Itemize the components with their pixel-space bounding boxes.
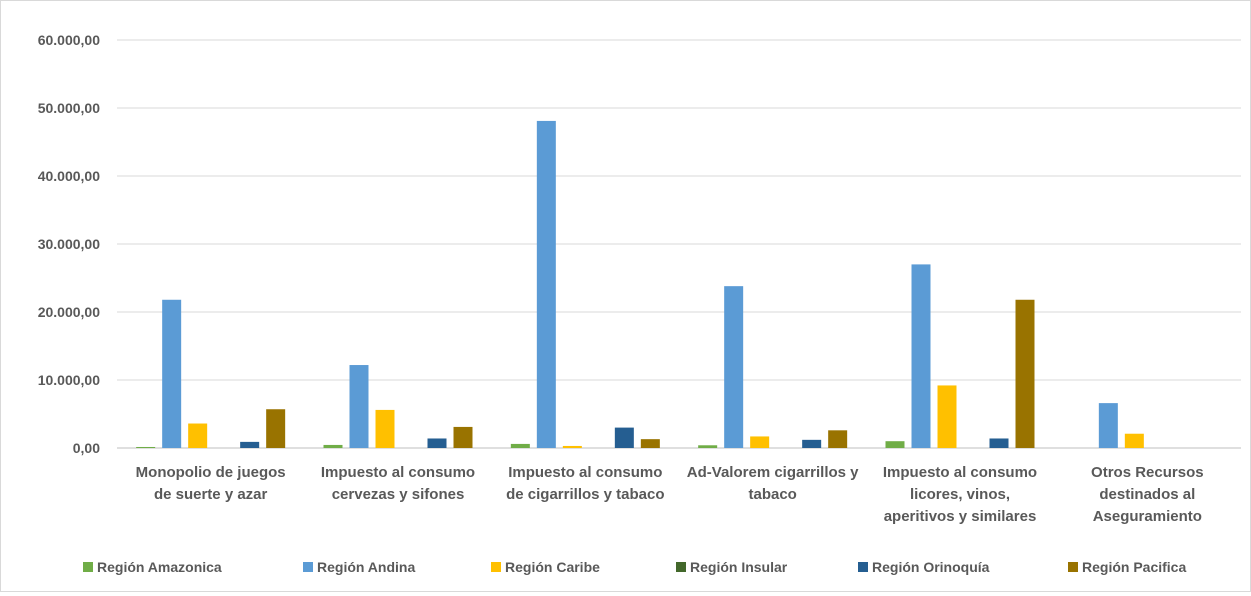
bar	[375, 409, 395, 448]
legend-label: Región Insular	[690, 559, 788, 575]
bar	[802, 439, 822, 448]
y-tick-label: 20.000,00	[38, 304, 100, 320]
legend-swatch	[83, 562, 93, 572]
bars	[136, 120, 1144, 449]
x-category-label: Otros Recursos destinados al Aseguramiento	[1091, 464, 1204, 525]
y-tick-label: 30.000,00	[38, 236, 100, 252]
x-axis-category-labels: Monopolio de juegos de suerte y azar Impue…	[136, 464, 1204, 525]
bar	[750, 436, 770, 448]
bar	[1015, 299, 1035, 448]
bar	[188, 423, 208, 448]
bar	[510, 443, 530, 448]
x-category-label: Impuesto al consumo cervezas y sifones	[321, 464, 475, 503]
legend-label: Región Caribe	[505, 559, 600, 575]
bar	[136, 446, 156, 448]
legend: Región Amazonica Región Andina Región Cari…	[83, 559, 1186, 575]
bar	[1098, 403, 1118, 448]
bar	[828, 430, 848, 448]
bar	[323, 444, 343, 448]
y-axis-tick-labels: 0,00 10.000,00 20.000,00 30.000,00 40.000,00…	[38, 32, 101, 456]
legend-label: Región Andina	[317, 559, 415, 575]
bar	[266, 409, 286, 448]
y-tick-label: 50.000,00	[38, 100, 100, 116]
x-category-label: Impuesto al consumo de cigarrillos y taba…	[506, 464, 664, 503]
legend-label: Región Amazonica	[97, 559, 222, 575]
legend-swatch	[303, 562, 313, 572]
bar	[989, 438, 1009, 448]
bar	[640, 439, 660, 448]
bar	[1124, 433, 1144, 448]
legend-label: Región Orinoquía	[872, 559, 990, 575]
x-category-label: Impuesto al consumo licores, vinos, aperit…	[883, 464, 1037, 525]
legend-swatch	[676, 562, 686, 572]
y-tick-label: 60.000,00	[38, 32, 100, 48]
bar	[614, 427, 634, 448]
bar	[453, 426, 473, 448]
gridlines	[117, 39, 1241, 449]
y-tick-label: 40.000,00	[38, 168, 100, 184]
legend-swatch	[858, 562, 868, 572]
y-tick-label: 0,00	[73, 440, 100, 456]
x-category-label: Ad-Valorem cigarrillos y tabaco	[687, 464, 859, 503]
bar	[724, 286, 744, 448]
bar	[536, 120, 556, 449]
bar	[240, 441, 260, 448]
bar	[885, 441, 905, 448]
bar	[937, 385, 957, 448]
bar	[911, 264, 931, 448]
x-category-label: Monopolio de juegos de suerte y azar	[136, 464, 286, 503]
legend-swatch	[491, 562, 501, 572]
bar	[698, 445, 718, 448]
legend-swatch	[1068, 562, 1078, 572]
bar	[427, 438, 447, 448]
bar	[162, 299, 182, 448]
y-tick-label: 10.000,00	[38, 372, 100, 388]
legend-label: Región Pacifica	[1082, 559, 1186, 575]
bar	[562, 445, 582, 448]
bar	[349, 365, 369, 448]
